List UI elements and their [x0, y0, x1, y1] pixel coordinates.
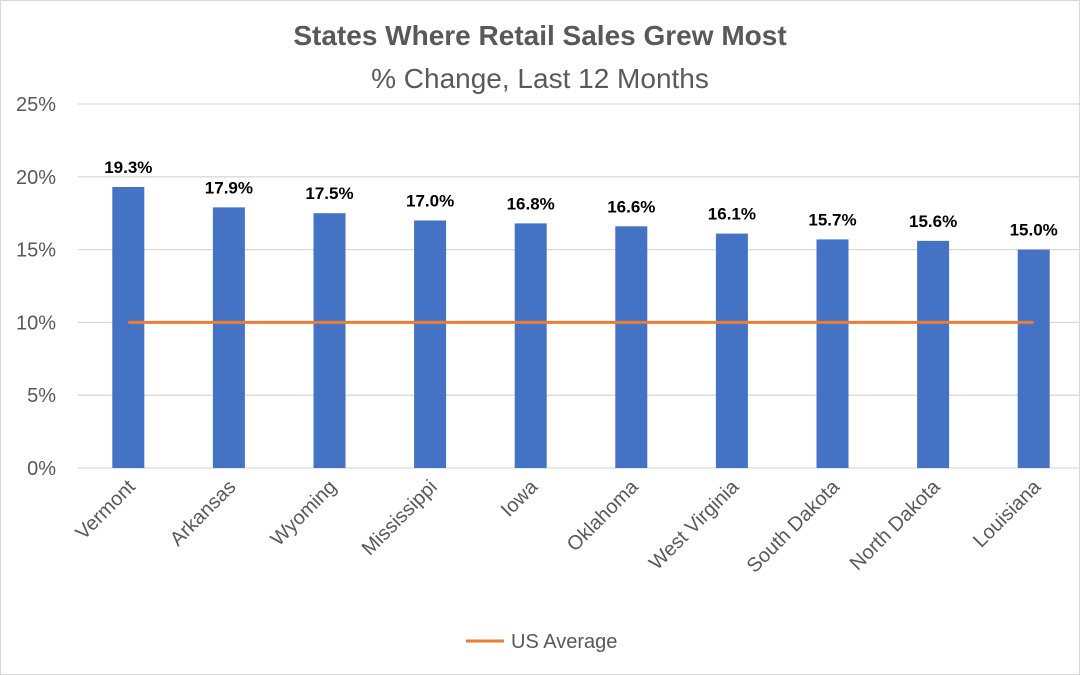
legend: US Average	[466, 631, 617, 653]
bar-vermont	[112, 186, 145, 468]
y-tick-label: 10%	[16, 312, 56, 334]
y-tick-label: 15%	[16, 240, 56, 262]
bar-south-dakota	[816, 239, 849, 468]
data-label: 17.5%	[305, 184, 353, 203]
bar-arkansas	[212, 207, 245, 468]
bar-north-dakota	[917, 240, 950, 468]
bar-mississippi	[414, 220, 447, 468]
data-label: 15.6%	[909, 212, 957, 231]
data-label: 17.0%	[406, 191, 454, 210]
y-tick-label: 5%	[27, 385, 56, 407]
data-label: 17.9%	[205, 178, 253, 197]
data-label: 16.8%	[507, 194, 555, 213]
bar-wyoming	[313, 213, 346, 468]
data-label: 15.0%	[1010, 221, 1058, 240]
data-label: 19.3%	[104, 158, 152, 177]
y-tick-label: 25%	[16, 94, 56, 116]
legend-label-us-average: US Average	[511, 631, 617, 653]
chart-title: States Where Retail Sales Grew Most	[293, 20, 786, 51]
bar-iowa	[514, 223, 547, 468]
bar-west-virginia	[715, 233, 748, 468]
bar-oklahoma	[615, 226, 648, 468]
data-label: 15.7%	[808, 210, 856, 229]
data-label: 16.6%	[607, 197, 655, 216]
bar-louisiana	[1017, 249, 1050, 468]
y-tick-label: 20%	[16, 167, 56, 189]
chart-subtitle: % Change, Last 12 Months	[371, 63, 709, 94]
y-tick-label: 0%	[27, 458, 56, 480]
data-label: 16.1%	[708, 205, 756, 224]
